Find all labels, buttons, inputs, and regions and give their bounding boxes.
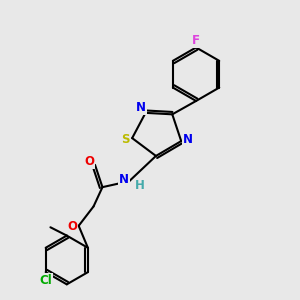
Text: F: F [192, 34, 200, 47]
Text: N: N [183, 133, 193, 146]
Text: H: H [135, 179, 145, 192]
Text: S: S [122, 133, 130, 146]
Text: Cl: Cl [39, 274, 52, 287]
Text: N: N [136, 101, 146, 114]
Text: N: N [119, 173, 129, 186]
Text: O: O [67, 220, 77, 233]
Text: O: O [84, 155, 94, 168]
